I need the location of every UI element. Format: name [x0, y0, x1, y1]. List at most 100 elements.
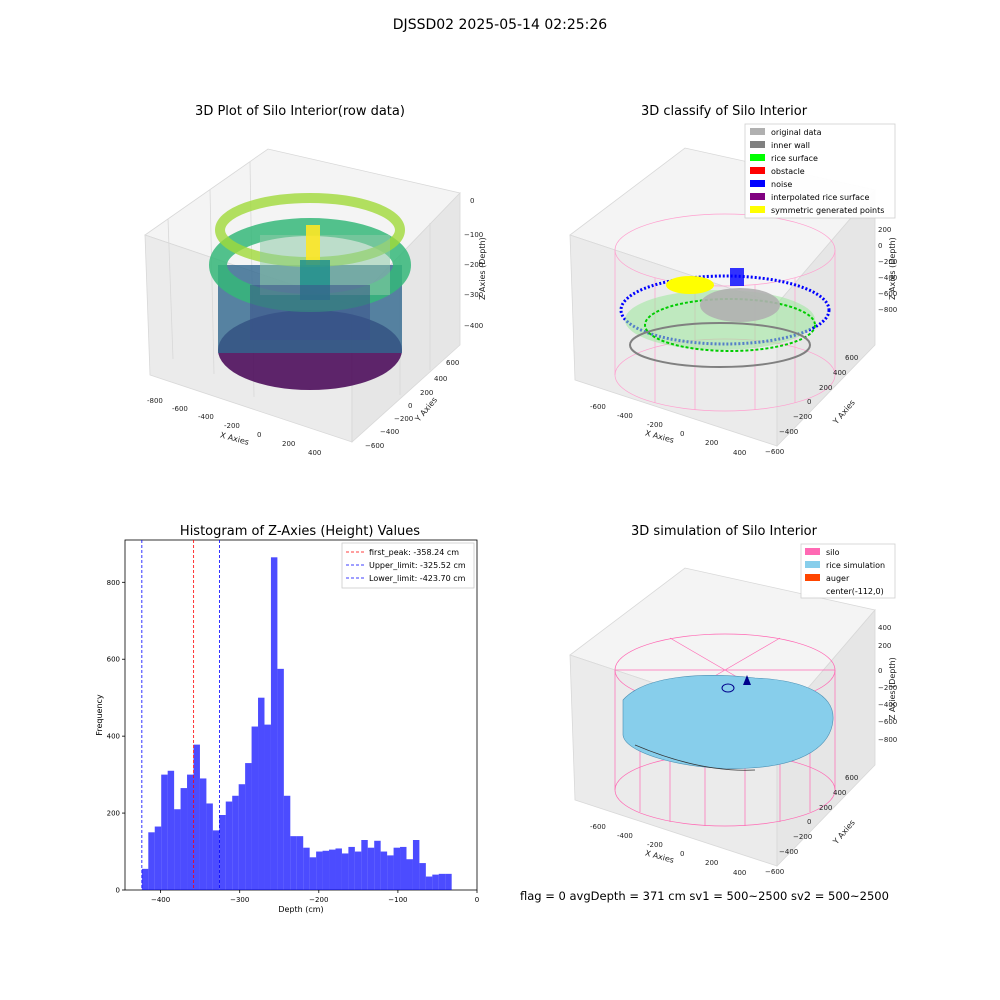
histogram-bar [283, 795, 291, 890]
classify-ytick-label: 600 [845, 354, 858, 362]
histogram-bar [361, 840, 368, 890]
classify-xtick-label: -200 [647, 421, 663, 429]
raw-ytick-label: 200 [420, 389, 433, 397]
histogram-chart: −400 −300 −200 −100 0 0 200 400 600 800 Depth (c… [95, 539, 479, 914]
histogram-bar [245, 763, 252, 890]
raw-ztick-label: −300 [464, 291, 483, 299]
classify-xlabel: X Axies [644, 429, 675, 445]
legend-swatch [805, 561, 820, 568]
sim-ytick-label: 600 [845, 774, 858, 782]
sim-ztick-label: −400 [878, 701, 897, 709]
histogram-bar [393, 847, 401, 890]
histogram-bar [348, 846, 355, 890]
raw-ytick-label: −400 [380, 428, 399, 436]
legend-label: symmetric generated points [771, 206, 884, 215]
legend-label: auger [826, 574, 850, 583]
raw-xlabel: X Axies [219, 431, 250, 447]
y-axis-label: Frequency [95, 694, 104, 736]
histogram-bar [174, 809, 181, 890]
histogram-bar [225, 801, 233, 890]
histogram-bar [354, 851, 362, 890]
sim-xtick-label: 400 [733, 869, 746, 877]
raw-plot-title: 3D Plot of Silo Interior(row data) [195, 104, 405, 119]
x-axis-label: Depth (cm) [278, 905, 323, 914]
legend-swatch [750, 141, 765, 148]
sim-xtick-label: -200 [647, 841, 663, 849]
raw-xtick-label: -200 [224, 422, 240, 430]
sim-xtick-label: 200 [705, 859, 718, 867]
raw-xtick-label: -800 [147, 397, 163, 405]
sim-ztick-label: 200 [878, 642, 891, 650]
legend-swatch [750, 154, 765, 161]
classify-xtick-label: 200 [705, 439, 718, 447]
histogram-bar [309, 857, 317, 890]
y-tick-label: 200 [107, 810, 120, 818]
raw-ylabel: Y Axies [413, 395, 439, 424]
classify-ztick-label: −400 [878, 274, 897, 282]
classify-ztick-label: −600 [878, 290, 897, 298]
histogram-bar [290, 836, 297, 890]
sim-ytick-label: 0 [807, 818, 811, 826]
sim-xtick-label: -400 [617, 832, 633, 840]
sim-ztick-label: −200 [878, 684, 897, 692]
legend-swatch [750, 193, 765, 200]
classify-ytick-label: 200 [819, 384, 832, 392]
classify-ytick-label: −400 [779, 428, 798, 436]
raw-xtick-label: 0 [257, 431, 261, 439]
sim-ytick-label: 400 [833, 789, 846, 797]
raw-ytick-label: −600 [365, 442, 384, 450]
legend-swatch [750, 206, 765, 213]
sim-ytick-label: −600 [765, 868, 784, 876]
raw-ztick-label: −100 [464, 231, 483, 239]
legend-label: inner wall [771, 141, 810, 150]
sim-zlabel: Z Axies (Depth) [888, 657, 897, 720]
raw-ytick-label: 400 [434, 375, 447, 383]
raw-ytick-label: −200 [394, 415, 413, 423]
sim-ztick-label: −600 [878, 718, 897, 726]
histogram-bar [141, 868, 149, 890]
raw-xtick-label: 400 [308, 449, 321, 457]
sim-ytick-label: 200 [819, 804, 832, 812]
sim-ytick-label: −200 [793, 833, 812, 841]
histogram-bar [264, 724, 271, 890]
auger-marker [721, 675, 751, 693]
histogram-bar [445, 873, 452, 890]
y-tick-label: 0 [116, 887, 120, 895]
legend-swatch [750, 167, 765, 174]
histogram-reference-lines [141, 540, 220, 890]
classify-plot-title: 3D classify of Silo Interior [640, 104, 808, 119]
histogram-bar [187, 774, 194, 890]
raw-xtick-label: 200 [282, 440, 295, 448]
classify-zlabel: Z Axies (Depth) [888, 237, 897, 300]
x-tick-label: 0 [475, 896, 479, 904]
raw-zlabel: Z Axies (Depth) [478, 237, 487, 300]
legend-label: Lower_limit: -423.70 cm [369, 574, 466, 583]
histogram-bar [387, 855, 394, 890]
histogram-bar [193, 744, 200, 890]
histogram-bar [199, 778, 207, 890]
histogram-bar [329, 849, 336, 890]
figure-title: DJSSD02 2025-05-14 02:25:26 [392, 17, 608, 33]
legend-swatch [805, 548, 820, 555]
y-axis-ticks: 0 200 400 600 800 [107, 579, 125, 895]
histogram-bar [406, 859, 413, 890]
sim-ztick-label: 0 [878, 667, 882, 675]
sim-xtick-label: 0 [680, 850, 684, 858]
classify-ztick-label: 200 [878, 226, 891, 234]
histogram-bar [180, 788, 188, 890]
raw-xtick-label: -400 [198, 413, 214, 421]
histogram-bar [238, 784, 246, 890]
legend-label: center(-112,0) [826, 587, 884, 596]
raw-point-cloud [209, 193, 411, 390]
y-tick-label: 400 [107, 733, 120, 741]
sim-ylabel: Y Axies [831, 818, 857, 847]
classify-xtick-label: 0 [680, 430, 684, 438]
histogram-legend: first_peak: -358.24 cm Upper_limit: -325… [341, 542, 475, 589]
x-tick-label: −100 [388, 896, 407, 904]
histogram-bar [219, 815, 226, 890]
histogram-bar [432, 874, 439, 890]
legend-swatch [750, 128, 765, 135]
sim-ztick-label: 400 [878, 624, 891, 632]
x-tick-label: −400 [151, 896, 170, 904]
raw-ztick-label: −200 [464, 261, 483, 269]
